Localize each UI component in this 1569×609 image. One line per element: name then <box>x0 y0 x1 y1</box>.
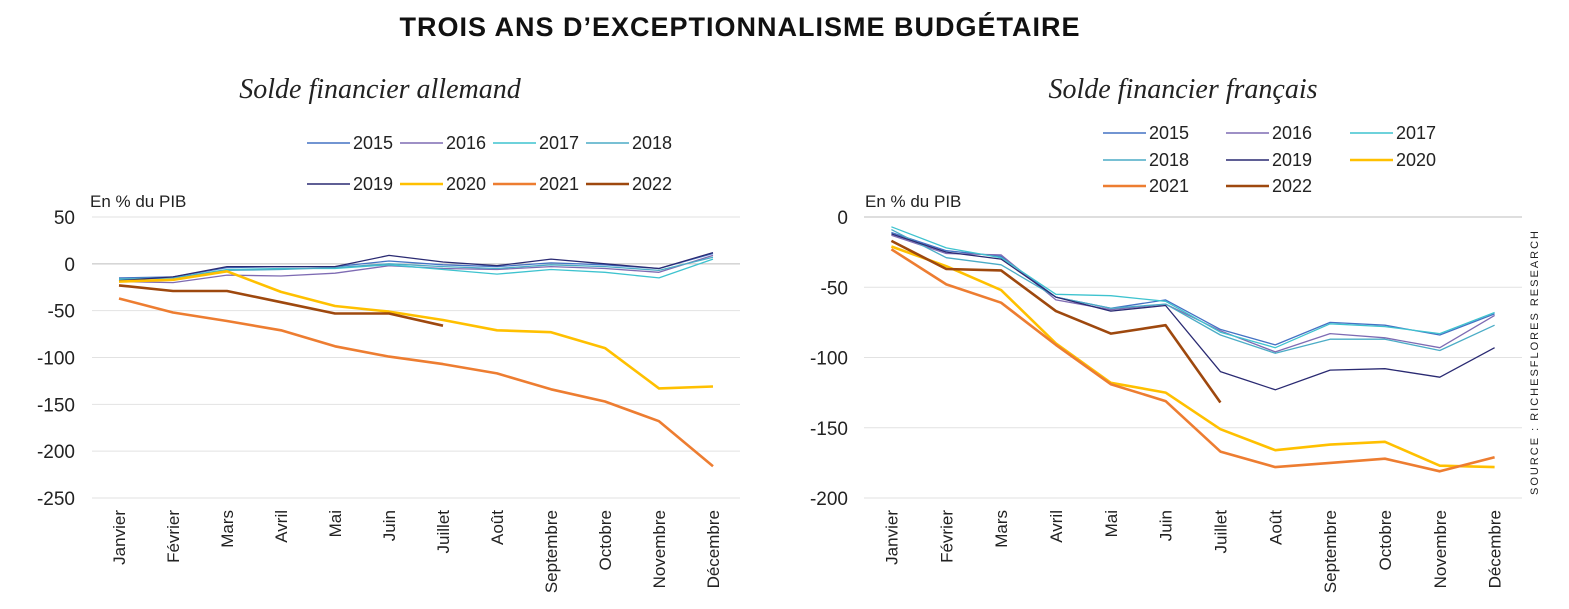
fr-series-2022-line <box>890 239 1222 404</box>
fr-y-tick-label: -50 <box>821 278 848 299</box>
fr-y-axis-label: En % du PIB <box>865 192 961 211</box>
de-x-tick-label: Août <box>488 510 507 545</box>
fr-series-2021-line <box>890 248 1495 473</box>
de-series-2017-line <box>118 258 714 281</box>
de-x-tick-label: Mai <box>326 510 345 537</box>
de-x-tick-label: Octobre <box>596 510 615 570</box>
fr-legend-label-2018: 2018 <box>1149 150 1189 170</box>
fr-series-2017-line <box>891 226 1495 349</box>
fr-x-tick-label: Octobre <box>1376 510 1395 570</box>
de-x-tick-label: Juillet <box>434 510 453 554</box>
fr-x-tick-label: Février <box>937 510 956 563</box>
de-y-tick-label: -250 <box>37 489 75 510</box>
de-series-2020-line <box>118 270 714 390</box>
fr-legend-label-2019: 2019 <box>1272 150 1312 170</box>
fr-y-tick-label: -150 <box>810 419 848 440</box>
fr-legend-label-2016: 2016 <box>1272 123 1312 143</box>
fr-legend-label-2021: 2021 <box>1149 176 1189 196</box>
fr-series-2016-line <box>891 234 1495 353</box>
de-legend-label-2020: 2020 <box>446 174 486 194</box>
de-x-tick-label: Mars <box>218 510 237 548</box>
fr-x-tick-label: Juin <box>1157 510 1176 541</box>
fr-x-tick-label: Juillet <box>1211 510 1230 554</box>
de-x-tick-label: Septembre <box>542 510 561 593</box>
de-y-tick-label: -150 <box>37 395 75 416</box>
source-note: SOURCE : RICHESFLORES RESEARCH <box>1529 229 1541 495</box>
fr-x-tick-label: Mai <box>1102 510 1121 537</box>
de-y-tick-label: 0 <box>64 255 75 276</box>
de-x-tick-label: Janvier <box>110 510 129 565</box>
de-series-2016-line <box>118 254 714 284</box>
fr-chart-title: Solde financier français <box>1048 74 1317 105</box>
de-x-tick-label: Décembre <box>704 510 723 588</box>
fr-series-2018-line <box>891 229 1495 354</box>
fr-legend-label-2020: 2020 <box>1396 150 1436 170</box>
fr-x-tick-label: Mars <box>992 510 1011 548</box>
de-legend-label-2016: 2016 <box>446 133 486 153</box>
de-chart-title: Solde financier allemand <box>239 74 522 105</box>
fr-y-tick-label: -100 <box>810 349 848 370</box>
fr-x-tick-label: Avril <box>1047 510 1066 543</box>
fr-legend-label-2017: 2017 <box>1396 123 1436 143</box>
de-series-2022-line <box>118 284 444 327</box>
de-series-2015-line <box>118 252 714 279</box>
de-series-2021-line <box>118 297 714 468</box>
de-x-tick-label: Avril <box>272 510 291 543</box>
de-y-axis-label: En % du PIB <box>90 192 186 211</box>
fr-series-2015-line <box>891 231 1495 346</box>
fr-x-tick-label: Novembre <box>1431 510 1450 588</box>
de-x-tick-label: Juin <box>380 510 399 541</box>
de-y-tick-label: -200 <box>37 442 75 463</box>
de-y-tick-label: -100 <box>37 349 75 370</box>
de-x-tick-label: Novembre <box>650 510 669 588</box>
fr-legend-label-2022: 2022 <box>1272 176 1312 196</box>
fr-x-tick-label: Août <box>1266 510 1285 545</box>
fr-series-2020-line <box>890 245 1495 469</box>
de-legend-label-2021: 2021 <box>539 174 579 194</box>
de-series-2019-line <box>118 251 714 282</box>
de-legend-label-2019: 2019 <box>353 174 393 194</box>
fr-legend-label-2015: 2015 <box>1149 123 1189 143</box>
fr-chart: Solde financier français En % du PIB 0 -50 -… <box>810 74 1522 593</box>
main-title: TROIS ANS D’EXCEPTIONNALISME BUDGÉTAIRE <box>399 12 1081 42</box>
de-legend-label-2022: 2022 <box>632 174 672 194</box>
fr-series-2019-line <box>891 233 1495 391</box>
fr-x-tick-label: Décembre <box>1486 510 1505 588</box>
fr-x-tick-label: Janvier <box>882 510 901 565</box>
fr-y-tick-label: 0 <box>837 208 848 229</box>
fr-y-tick-label: -200 <box>810 489 848 510</box>
de-y-tick-label: 50 <box>54 208 75 229</box>
de-legend-label-2017: 2017 <box>539 133 579 153</box>
de-y-tick-label: -50 <box>48 302 75 323</box>
de-legend-label-2015: 2015 <box>353 133 393 153</box>
fr-x-tick-label: Septembre <box>1321 510 1340 593</box>
de-chart: Solde financier allemand En % du PIB 50 0 -5… <box>37 74 740 593</box>
de-x-tick-label: Février <box>164 510 183 563</box>
de-legend-label-2018: 2018 <box>632 133 672 153</box>
